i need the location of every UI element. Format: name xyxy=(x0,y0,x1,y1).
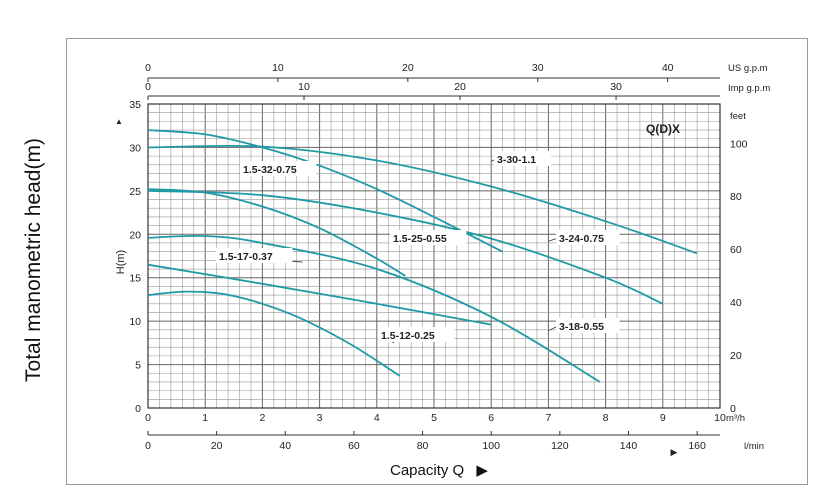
x-tick-label: 7 xyxy=(545,412,551,424)
feet-tick-label: 100 xyxy=(730,138,748,150)
feet-tick-label: 80 xyxy=(730,191,742,203)
curve-label-3-30-1-1: 3-30-1.1 xyxy=(497,154,536,166)
x-tick-label: 9 xyxy=(660,412,666,424)
imp-gpm-unit-label: Imp g.p.m xyxy=(728,83,770,94)
lmin-tick-label: 60 xyxy=(348,440,360,452)
y-tick-label: 20 xyxy=(129,229,141,241)
y-tick-label: 25 xyxy=(129,186,141,198)
lmin-tick-label: 120 xyxy=(551,440,569,452)
label-bg-3-30-1-1 xyxy=(494,151,552,166)
imp-gpm-tick-label: 0 xyxy=(145,81,151,93)
us-gpm-tick-label: 0 xyxy=(145,62,151,74)
feet-tick-label: 0 xyxy=(730,403,736,415)
x-tick-label: 1 xyxy=(202,412,208,424)
us-gpm-tick-label: 20 xyxy=(402,62,414,74)
lmin-unit-label: l/min xyxy=(744,441,764,452)
right-arrow-icon: ▶ xyxy=(476,462,488,479)
x-tick-label: 5 xyxy=(431,412,437,424)
x-tick-label: 6 xyxy=(488,412,494,424)
curve-1-5-32-0-75 xyxy=(147,129,504,253)
lmin-tick-label: 160 xyxy=(688,440,706,452)
imp-gpm-tick-label: 30 xyxy=(610,81,622,93)
us-gpm-tick-label: 30 xyxy=(532,62,544,74)
lmin-tick-label: 20 xyxy=(211,440,223,452)
lmin-tick-label: 40 xyxy=(279,440,291,452)
curve-label-1-5-25-0-55: 1.5-25-0.55 xyxy=(393,233,447,245)
curve-3-18-0-55 xyxy=(147,234,601,383)
us-gpm-tick-label: 10 xyxy=(272,62,284,74)
curve-1-5-17-0-37 xyxy=(147,263,492,326)
curve-label-3-18-0-55: 3-18-0.55 xyxy=(559,321,604,333)
x-tick-label: 8 xyxy=(603,412,609,424)
lmin-arrow-icon: ▶ xyxy=(671,447,678,457)
us-gpm-tick-label: 40 xyxy=(662,62,674,74)
y-axis-arrow-icon: ▲ xyxy=(115,117,123,126)
curve-label-1-5-32-0-75: 1.5-32-0.75 xyxy=(243,164,297,176)
label-bg-1-5-12-0-25 xyxy=(378,327,455,342)
us-gpm-unit-label: US g.p.m xyxy=(728,63,768,74)
x-tick-label: 2 xyxy=(259,412,265,424)
y-tick-label: 15 xyxy=(129,273,141,285)
label-bg-1-5-25-0-55 xyxy=(390,230,467,245)
label-bg-1-5-32-0-75 xyxy=(240,161,317,176)
y-tick-label: 30 xyxy=(129,142,141,154)
lmin-tick-label: 140 xyxy=(620,440,638,452)
imp-gpm-tick-label: 10 xyxy=(298,81,310,93)
curve-1-5-25-0-55 xyxy=(147,188,406,277)
curve-label-1-5-12-0-25: 1.5-12-0.25 xyxy=(381,330,435,342)
lmin-tick-label: 0 xyxy=(145,440,151,452)
x-tick-label: 4 xyxy=(374,412,380,424)
imp-gpm-tick-label: 20 xyxy=(454,81,466,93)
y-tick-label: 5 xyxy=(135,360,141,372)
curve-3-30-1-1 xyxy=(147,144,698,255)
curve-1-5-12-0-25 xyxy=(147,290,401,377)
y-axis-label: H(m) xyxy=(115,250,127,274)
label-bg-3-24-0-75 xyxy=(556,230,620,245)
curve-3-24-0-75 xyxy=(147,190,664,305)
lmin-tick-label: 100 xyxy=(482,440,500,452)
label-bg-3-18-0-55 xyxy=(556,318,620,333)
curve-label-3-24-0-75: 3-24-0.75 xyxy=(559,233,604,245)
feet-tick-label: 60 xyxy=(730,244,742,256)
lmin-tick-label: 80 xyxy=(417,440,429,452)
chart-title: Q(D)X xyxy=(646,122,680,136)
curve-label-1-5-17-0-37: 1.5-17-0.37 xyxy=(219,251,273,263)
feet-unit-label: feet xyxy=(730,111,746,122)
x-axis-title-text: Capacity Q xyxy=(390,462,465,479)
feet-tick-label: 40 xyxy=(730,297,742,309)
y-tick-label: 0 xyxy=(135,403,141,415)
label-bg-1-5-17-0-37 xyxy=(216,248,293,263)
x-axis-title: Capacity Q ▶ xyxy=(390,461,488,479)
x-tick-label: 0 xyxy=(145,412,151,424)
chart-frame xyxy=(66,38,808,485)
x-tick-label: 3 xyxy=(317,412,323,424)
x-unit-label: m³/h xyxy=(726,413,745,424)
y-tick-label: 10 xyxy=(129,316,141,328)
x-tick-label: 10 xyxy=(714,412,726,424)
feet-tick-label: 20 xyxy=(730,350,742,362)
plot-border xyxy=(147,103,721,409)
y-tick-label: 35 xyxy=(129,99,141,111)
